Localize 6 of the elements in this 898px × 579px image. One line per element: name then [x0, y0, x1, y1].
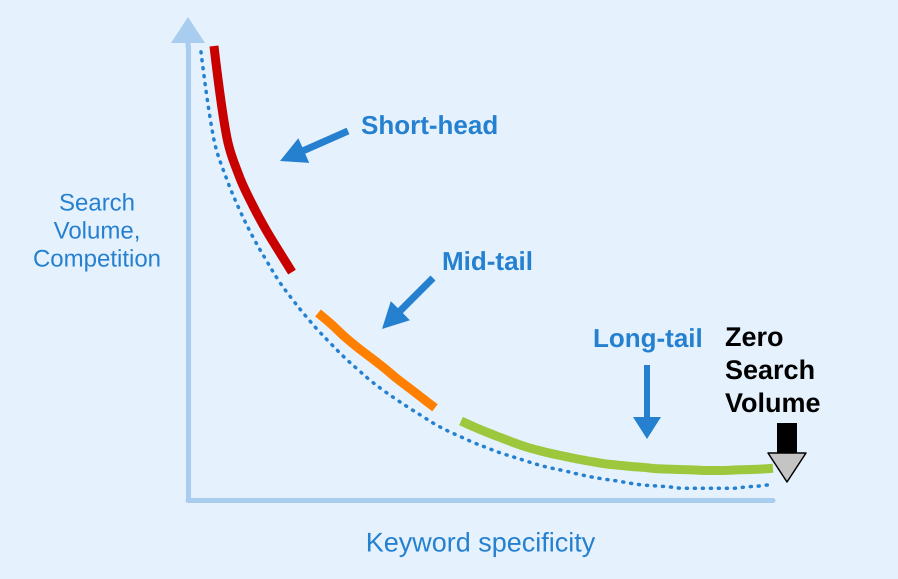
annotation: Mid-tail	[442, 246, 533, 276]
x-axis-title: Keyword specificity	[366, 528, 596, 558]
annotation: Zero Search Volume	[725, 321, 821, 420]
annotation: Long-tail	[593, 323, 703, 353]
y-axis-title: Search Volume, Competition	[32, 190, 162, 272]
annotation: Short-head	[361, 110, 498, 140]
